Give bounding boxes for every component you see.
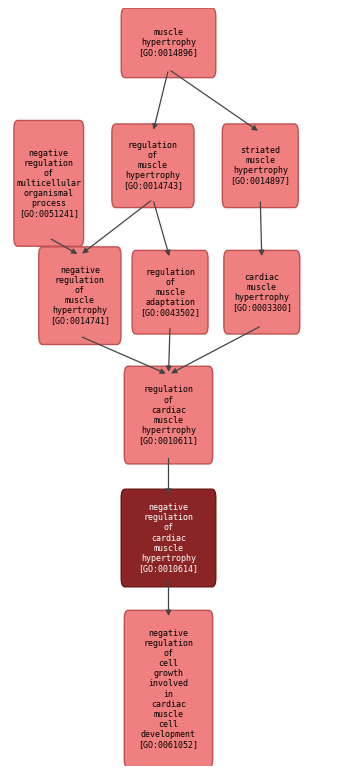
FancyBboxPatch shape <box>224 251 300 334</box>
Text: striated
muscle
hypertrophy
[GO:0014897]: striated muscle hypertrophy [GO:0014897] <box>230 146 290 185</box>
FancyBboxPatch shape <box>121 8 216 77</box>
FancyBboxPatch shape <box>124 611 213 768</box>
Text: negative
regulation
of
cell
growth
involved
in
cardiac
muscle
cell
development
[: negative regulation of cell growth invol… <box>139 629 198 748</box>
Text: negative
regulation
of
multicellular
organismal
process
[GO:0051241]: negative regulation of multicellular org… <box>16 149 81 218</box>
Text: regulation
of
muscle
hypertrophy
[GO:0014743]: regulation of muscle hypertrophy [GO:001… <box>123 141 183 190</box>
FancyBboxPatch shape <box>132 251 208 334</box>
Text: regulation
of
muscle
adaptation
[GO:0043502]: regulation of muscle adaptation [GO:0043… <box>140 268 200 317</box>
Text: cardiac
muscle
hypertrophy
[GO:0003300]: cardiac muscle hypertrophy [GO:0003300] <box>232 272 292 312</box>
FancyBboxPatch shape <box>14 121 84 246</box>
FancyBboxPatch shape <box>222 124 298 207</box>
FancyBboxPatch shape <box>39 247 121 344</box>
Text: regulation
of
cardiac
muscle
hypertrophy
[GO:0010611]: regulation of cardiac muscle hypertrophy… <box>139 385 198 445</box>
Text: negative
regulation
of
muscle
hypertrophy
[GO:0014741]: negative regulation of muscle hypertroph… <box>50 266 110 325</box>
FancyBboxPatch shape <box>112 124 194 207</box>
Text: negative
regulation
of
cardiac
muscle
hypertrophy
[GO:0010614]: negative regulation of cardiac muscle hy… <box>139 503 198 573</box>
Text: muscle
hypertrophy
[GO:0014896]: muscle hypertrophy [GO:0014896] <box>139 29 198 57</box>
FancyBboxPatch shape <box>124 366 213 464</box>
FancyBboxPatch shape <box>121 489 216 587</box>
